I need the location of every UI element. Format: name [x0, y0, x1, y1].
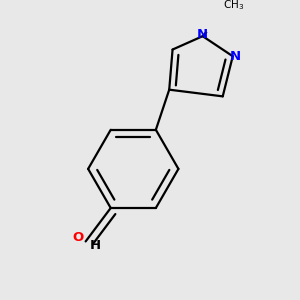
Text: N: N — [230, 50, 241, 63]
Text: H: H — [89, 239, 100, 252]
Text: O: O — [73, 231, 84, 244]
Text: CH$_3$: CH$_3$ — [223, 0, 244, 12]
Text: N: N — [197, 28, 208, 41]
